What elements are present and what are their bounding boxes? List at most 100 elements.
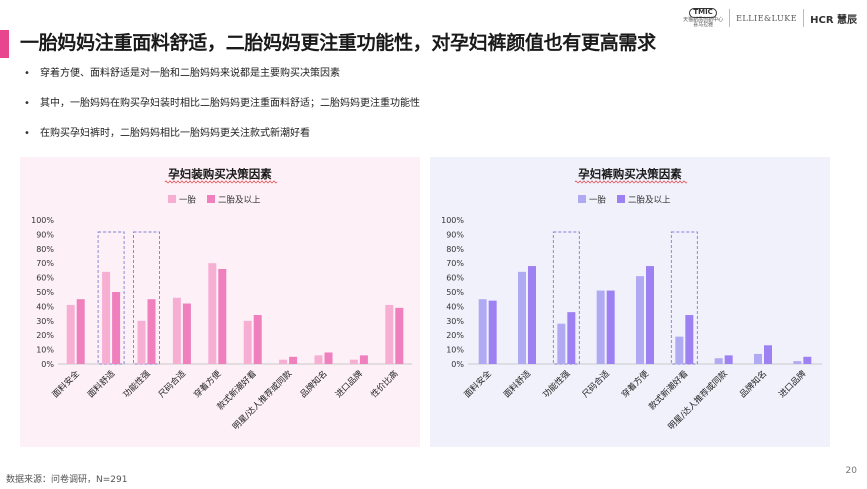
bar xyxy=(636,276,644,364)
tmic-logo-sub: 天猫新品创新中心 喜马拉雅 xyxy=(683,16,724,29)
x-tick-label: 进口品牌 xyxy=(333,368,365,400)
bar xyxy=(803,356,812,364)
title-accent-bar xyxy=(0,30,9,58)
data-source-note: 数据来源：问卷调研，N=291 xyxy=(6,475,128,485)
y-tick-label: 20% xyxy=(446,331,464,340)
bar xyxy=(349,359,358,364)
bar xyxy=(359,355,368,364)
y-tick-label: 30% xyxy=(36,317,54,326)
pants-chart-panel: 孕妇裤购买决策因素 一胎 二胎及以上 0% 10% 20% 30% 40% 50% 60% 70% 8… xyxy=(430,157,830,447)
y-tick-label: 90% xyxy=(446,230,464,239)
bar xyxy=(675,336,684,364)
tmic-logo: TMIC 天猫新品创新中心 喜马拉雅 xyxy=(683,8,723,29)
y-tick-label: 70% xyxy=(36,259,54,268)
x-tick-label: 面料安全 xyxy=(50,368,82,400)
bar xyxy=(76,299,85,364)
y-tick-label: 50% xyxy=(446,288,464,297)
bar xyxy=(253,315,262,364)
bar xyxy=(714,358,723,364)
logo-group: TMIC 天猫新品创新中心 喜马拉雅 ELLIE&LUKE HCR 慧辰 xyxy=(683,8,857,29)
bar xyxy=(208,263,217,364)
y-tick-label: 30% xyxy=(446,317,464,326)
bar xyxy=(488,300,497,364)
x-tick-label: 功能性强 xyxy=(121,368,153,400)
bar xyxy=(518,271,526,364)
x-tick-label: 尺码合适 xyxy=(156,368,188,400)
legend-swatch xyxy=(617,195,625,203)
bar xyxy=(279,359,288,364)
bar xyxy=(182,303,191,364)
tmic-logo-mark: TMIC xyxy=(689,8,717,18)
bar xyxy=(567,312,576,364)
x-tick-label: 面料舒适 xyxy=(85,368,117,400)
bar xyxy=(646,266,654,364)
bar xyxy=(528,266,536,364)
y-tick-label: 80% xyxy=(446,245,464,254)
x-tick-label: 功能性强 xyxy=(541,368,573,400)
bar xyxy=(137,320,146,364)
legend-swatch xyxy=(207,195,215,203)
y-tick-label: 100% xyxy=(441,216,464,225)
x-tick-label: 面料舒适 xyxy=(501,368,533,400)
bar xyxy=(685,315,694,364)
bar xyxy=(606,290,615,364)
bar xyxy=(324,352,333,364)
dress-chart-panel: 孕妇装购买决策因素 一胎 二胎及以上 0% 10% 20% 30% 40% 50% 60% 70% 8… xyxy=(20,157,420,447)
logo-divider xyxy=(803,9,805,28)
title-underline xyxy=(164,180,278,184)
legend-label: 一胎 xyxy=(589,195,607,206)
chart-title: 孕妇装购买决策因素 xyxy=(168,167,272,181)
bar xyxy=(596,290,605,364)
y-tick-label: 80% xyxy=(36,245,54,254)
hcr-logo: HCR 慧辰 xyxy=(810,14,857,26)
y-tick-label: 40% xyxy=(446,302,464,311)
y-tick-label: 90% xyxy=(36,230,54,239)
finding-item: 在购买孕妇裤时，二胎妈妈相比一胎妈妈更关注款式新潮好看 xyxy=(22,126,420,156)
legend-label: 一胎 xyxy=(179,195,197,206)
x-tick-label: 性价比高 xyxy=(369,368,401,400)
title-underline xyxy=(574,180,688,184)
x-tick-label: 明星/达人推荐或同款 xyxy=(230,368,294,432)
bar xyxy=(478,299,487,364)
highlight-box xyxy=(133,231,160,365)
legend-label: 二胎及以上 xyxy=(628,195,671,206)
highlight-box xyxy=(552,231,580,365)
chart-title: 孕妇裤购买决策因素 xyxy=(578,167,682,181)
logo-divider xyxy=(729,9,731,28)
bar xyxy=(112,292,121,364)
bar xyxy=(218,268,227,364)
legend-swatch xyxy=(168,195,176,203)
x-tick-label: 穿着方便 xyxy=(192,368,224,400)
highlight-box xyxy=(670,231,698,365)
bar xyxy=(793,361,802,364)
bar xyxy=(243,320,252,364)
page-title: 一胎妈妈注重面料舒适，二胎妈妈更注重功能性，对孕妇裤颜值也有更高需求 xyxy=(20,32,656,54)
y-tick-label: 10% xyxy=(36,346,54,355)
x-tick-label: 品牌知名 xyxy=(737,368,769,400)
page-number: 20 xyxy=(845,466,857,476)
ellie-luke-logo: ELLIE&LUKE xyxy=(736,13,798,23)
bar xyxy=(395,307,404,364)
y-tick-label: 100% xyxy=(31,216,54,225)
bar xyxy=(102,271,111,364)
y-tick-label: 0% xyxy=(451,360,464,369)
bar xyxy=(724,355,733,364)
finding-item: 穿着方便、面料舒适是对一胎和二胎妈妈来说都是主要购买决策因素 xyxy=(22,66,420,96)
y-tick-label: 60% xyxy=(36,274,54,283)
bar xyxy=(764,345,772,364)
y-tick-label: 20% xyxy=(36,331,54,340)
bar xyxy=(172,297,181,364)
y-tick-label: 0% xyxy=(41,360,54,369)
x-tick-label: 品牌知名 xyxy=(298,368,330,400)
bar xyxy=(385,304,394,364)
x-tick-label: 面料安全 xyxy=(462,368,494,400)
legend-label: 二胎及以上 xyxy=(218,195,261,206)
y-tick-label: 40% xyxy=(36,302,54,311)
bar xyxy=(147,299,156,364)
x-tick-label: 尺码合适 xyxy=(580,368,612,400)
x-tick-label: 穿着方便 xyxy=(619,368,651,400)
x-tick-label: 款式新潮好看 xyxy=(647,368,691,412)
bar xyxy=(66,304,75,364)
